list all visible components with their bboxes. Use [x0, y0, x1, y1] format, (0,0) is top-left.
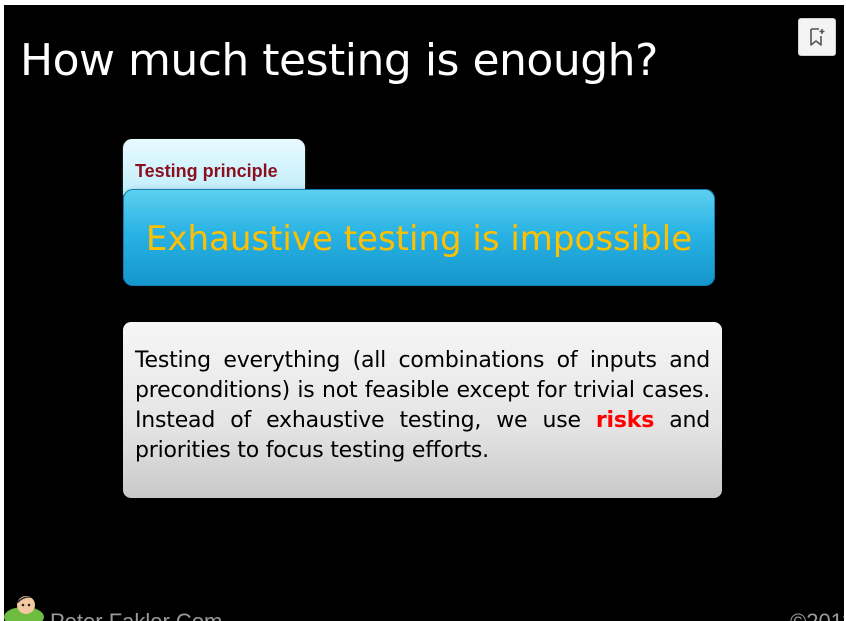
principle-text: Exhaustive testing is impossible	[145, 218, 693, 259]
principle-label-tab: Testing principle	[123, 139, 305, 195]
description-text-part-2: and priorities to focus testing efforts.	[135, 408, 710, 463]
principle-box: Exhaustive testing is impossible	[123, 189, 715, 286]
principle-label: Testing principle	[135, 161, 278, 181]
save-to-bookmarks-button[interactable]	[798, 18, 836, 56]
description-text: Testing everything (all combinations of …	[135, 346, 710, 466]
footer-copyright: ©2011	[790, 609, 844, 621]
footer-brand: Peter Fakler Com	[50, 609, 222, 621]
bookmark-add-icon	[810, 28, 825, 46]
description-box: Testing everything (all combinations of …	[123, 322, 722, 498]
slide-frame: How much testing is enough? Testing prin…	[4, 5, 844, 621]
presenter-avatar-icon	[4, 596, 44, 621]
slide-title: How much testing is enough?	[20, 35, 658, 86]
risks-highlight: risks	[595, 408, 655, 433]
description-text-part-1: Testing everything (all combinations of …	[135, 348, 710, 433]
